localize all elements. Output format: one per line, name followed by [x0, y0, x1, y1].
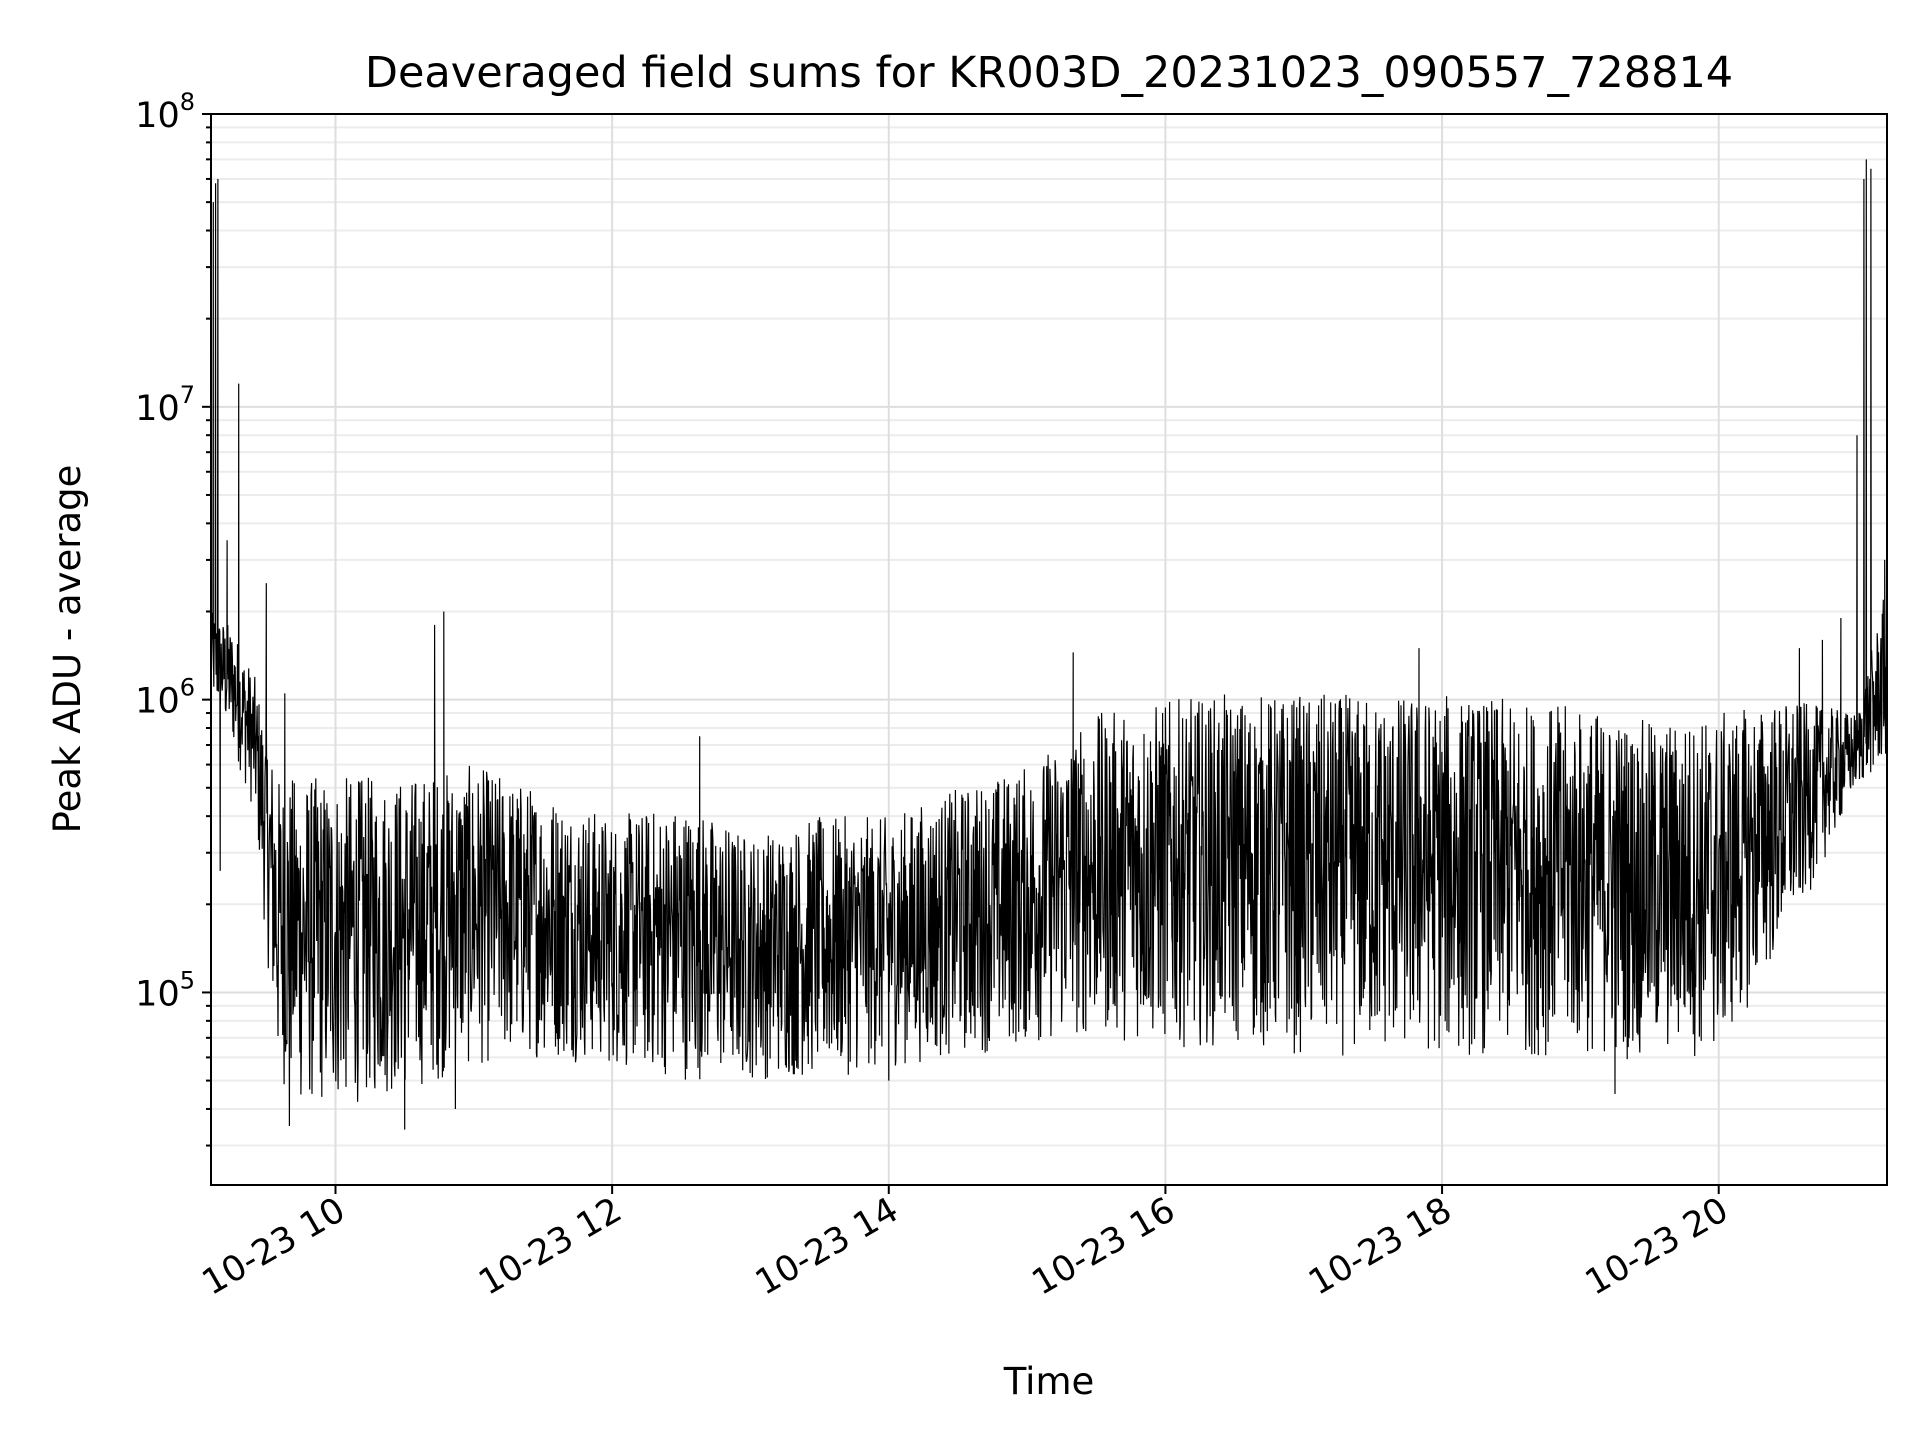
plot-frame [210, 113, 1888, 1186]
y-tick-label: 108 [135, 88, 195, 136]
y-axis-label: Peak ADU - average [46, 465, 89, 834]
chart-title: Deaveraged field sums for KR003D_2023102… [365, 48, 1733, 98]
y-tick-label: 105 [135, 966, 195, 1014]
y-tick-label: 106 [135, 674, 195, 722]
y-tick-label: 107 [135, 381, 195, 429]
x-axis-label: Time [1003, 1360, 1095, 1403]
series-layer [210, 159, 1888, 1130]
series-line [210, 159, 1888, 1130]
